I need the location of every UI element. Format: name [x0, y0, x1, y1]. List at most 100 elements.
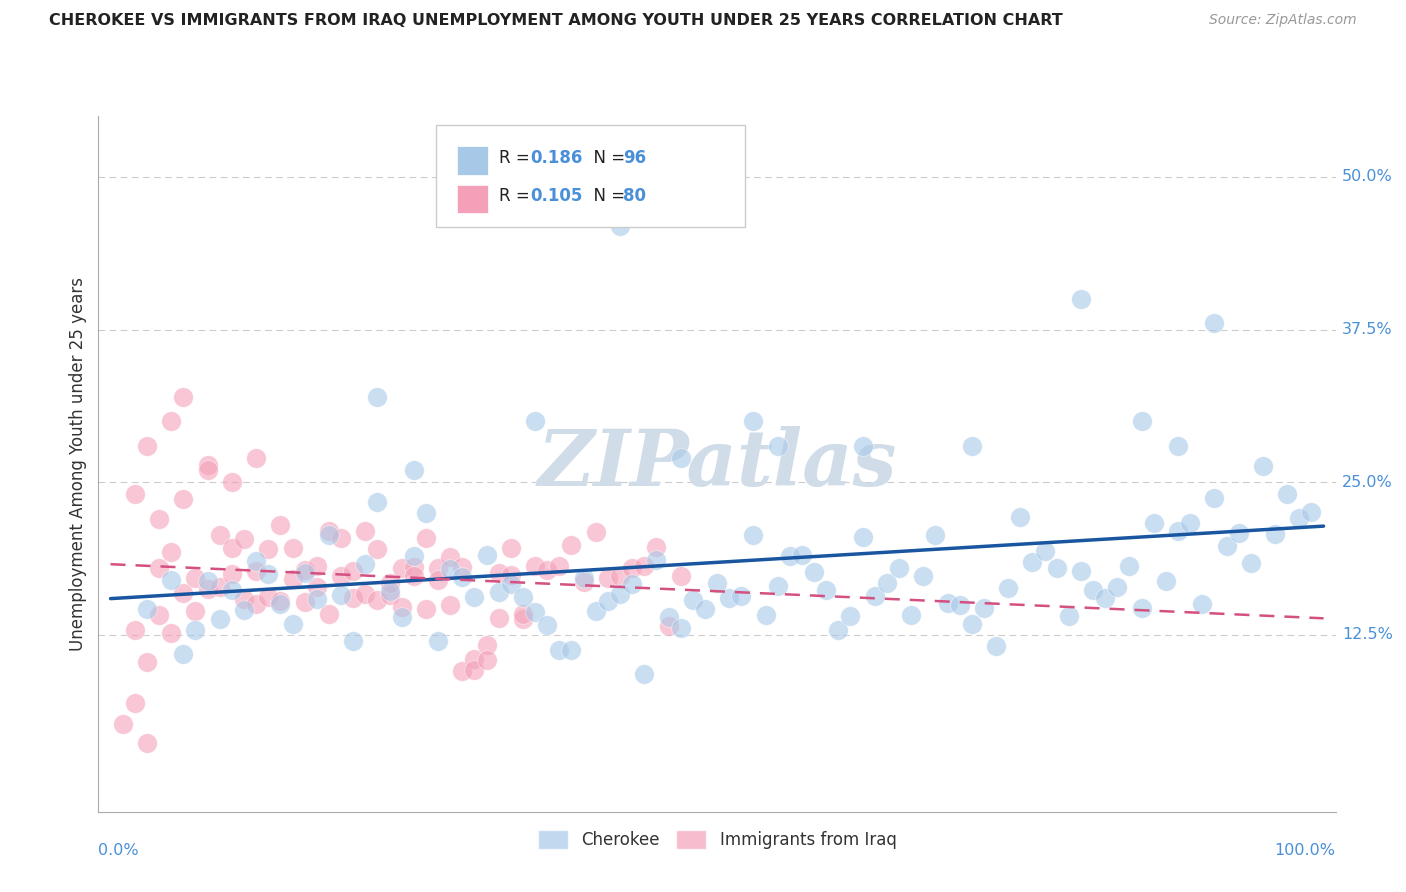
Point [342, 633, 364, 648]
Point [221, 541, 243, 555]
Point [633, 559, 655, 574]
Point [1010, 510, 1032, 524]
Point [427, 634, 450, 648]
Point [354, 587, 377, 601]
Point [718, 591, 741, 606]
Point [124, 697, 146, 711]
Point [281, 616, 304, 631]
Point [427, 561, 450, 575]
Point [451, 664, 474, 678]
Point [876, 576, 898, 591]
Y-axis label: Unemployment Among Youth under 25 years: Unemployment Among Youth under 25 years [69, 277, 87, 651]
Point [997, 581, 1019, 595]
Point [512, 611, 534, 625]
Point [669, 621, 692, 635]
Point [233, 602, 256, 616]
Point [669, 569, 692, 583]
Point [160, 414, 183, 428]
Point [766, 438, 789, 452]
Point [342, 565, 364, 579]
Point [172, 491, 194, 506]
Point [172, 585, 194, 599]
Point [645, 553, 668, 567]
Point [148, 561, 170, 575]
Point [863, 589, 886, 603]
Point [269, 594, 291, 608]
Point [354, 558, 377, 572]
Point [148, 607, 170, 622]
Point [366, 541, 388, 556]
Point [378, 588, 401, 602]
Point [887, 561, 910, 575]
Point [391, 561, 413, 575]
Point [1130, 601, 1153, 615]
Point [1046, 560, 1069, 574]
Point [706, 575, 728, 590]
Point [257, 566, 280, 581]
Point [1070, 564, 1092, 578]
Point [281, 541, 304, 556]
Point [354, 524, 377, 539]
Text: 50.0%: 50.0% [1341, 169, 1392, 185]
Point [233, 592, 256, 607]
Point [391, 600, 413, 615]
Point [124, 487, 146, 501]
Point [136, 656, 159, 670]
Point [1275, 487, 1298, 501]
Point [960, 616, 983, 631]
Point [366, 390, 388, 404]
Point [402, 549, 425, 563]
Point [330, 569, 353, 583]
Point [439, 598, 461, 612]
Point [378, 575, 401, 590]
Point [415, 531, 437, 545]
Text: Source: ZipAtlas.com: Source: ZipAtlas.com [1209, 13, 1357, 28]
Point [827, 623, 849, 637]
Point [318, 607, 340, 622]
Point [1227, 526, 1250, 541]
Point [184, 571, 207, 585]
Point [512, 591, 534, 605]
Point [366, 593, 388, 607]
Text: 25.0%: 25.0% [1341, 475, 1392, 490]
Point [451, 559, 474, 574]
Point [160, 574, 183, 588]
Point [1240, 556, 1263, 570]
Point [524, 605, 547, 619]
Point [560, 642, 582, 657]
Text: 0.186: 0.186 [530, 149, 582, 167]
Point [172, 647, 194, 661]
Point [973, 601, 995, 615]
Point [742, 527, 765, 541]
Point [451, 570, 474, 584]
Text: 12.5%: 12.5% [1341, 627, 1393, 642]
Point [669, 450, 692, 465]
Point [415, 506, 437, 520]
Point [912, 568, 935, 582]
Point [512, 607, 534, 621]
Point [1118, 559, 1140, 574]
Point [572, 571, 595, 585]
Text: 100.0%: 100.0% [1275, 843, 1336, 858]
Point [536, 618, 558, 632]
Point [742, 414, 765, 428]
Point [184, 604, 207, 618]
Point [281, 572, 304, 586]
Point [609, 586, 631, 600]
Point [415, 602, 437, 616]
Point [463, 652, 485, 666]
Point [1204, 491, 1226, 505]
Point [257, 541, 280, 556]
Point [560, 538, 582, 552]
Point [305, 559, 328, 574]
Text: R =: R = [499, 187, 536, 205]
Point [427, 573, 450, 587]
Point [342, 591, 364, 606]
Point [1081, 583, 1104, 598]
Point [585, 525, 607, 540]
Point [572, 574, 595, 589]
Text: 0.0%: 0.0% [98, 843, 139, 858]
Point [269, 517, 291, 532]
Point [197, 582, 219, 597]
Point [1215, 540, 1237, 554]
